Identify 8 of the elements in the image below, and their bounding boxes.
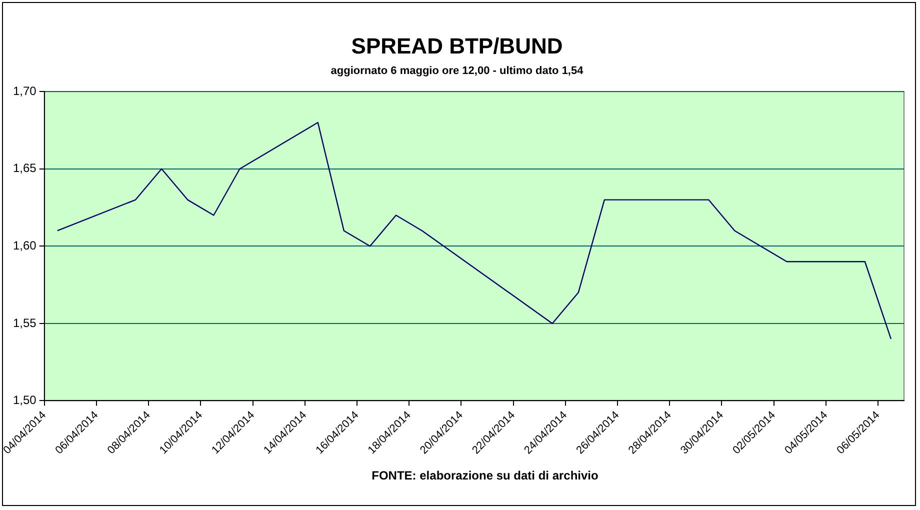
y-tick-label: 1,70 xyxy=(12,84,37,98)
source-note: FONTE: elaborazione su dati di archivio xyxy=(372,468,598,482)
y-tick-label: 1,65 xyxy=(12,161,37,176)
chart-subtitle: aggiornato 6 maggio ore 12,00 - ultimo dato 1,54 xyxy=(330,65,584,78)
y-tick-label: 1,60 xyxy=(12,238,37,252)
chart-title: SPREAD BTP/BUND xyxy=(351,33,563,58)
y-tick-label: 1,55 xyxy=(12,316,37,330)
y-tick-label: 1,50 xyxy=(12,393,37,408)
